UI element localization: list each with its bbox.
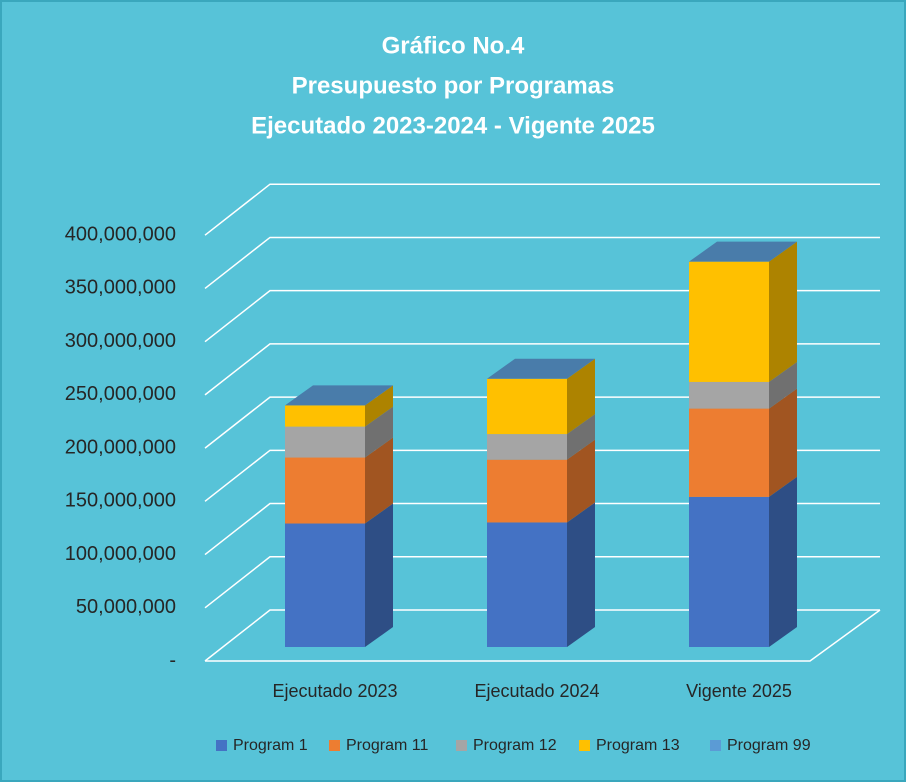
floor — [205, 609, 881, 662]
legend-label: Program 99 — [727, 737, 811, 754]
bar — [285, 405, 365, 427]
grid-line — [204, 502, 880, 556]
bar-top — [285, 385, 393, 406]
chart-title: Gráfico No.4 — [382, 32, 525, 59]
bar — [487, 434, 567, 460]
legend-label: Program 1 — [233, 737, 308, 754]
y-tick-label: 100,000,000 — [65, 543, 176, 565]
bar — [285, 426, 365, 458]
bar — [285, 523, 365, 647]
legend-swatch — [456, 740, 467, 751]
x-tick-label: Vigente 2025 — [686, 681, 792, 701]
bar-side — [365, 437, 393, 524]
y-tick-label: - — [169, 649, 176, 671]
bar — [689, 496, 769, 647]
y-tick-label: 250,000,000 — [65, 383, 176, 405]
bar — [689, 408, 769, 497]
bar — [285, 457, 365, 524]
bar-top — [689, 241, 797, 262]
legend-label: Program 12 — [473, 737, 557, 754]
y-tick-label: 150,000,000 — [65, 490, 176, 512]
bar-side — [769, 388, 797, 497]
y-tick-label: 50,000,000 — [76, 596, 176, 618]
y-tick-label: 300,000,000 — [65, 330, 176, 352]
bar-side — [769, 361, 797, 409]
x-tick-label: Ejecutado 2024 — [474, 681, 599, 701]
bar-side — [365, 385, 393, 427]
legend-swatch — [579, 740, 590, 751]
grid-line — [204, 289, 880, 343]
bar-side — [567, 439, 595, 523]
y-tick-label: 200,000,000 — [65, 436, 176, 458]
bar — [487, 522, 567, 647]
bar-side — [567, 502, 595, 647]
bar — [689, 261, 769, 382]
bar — [487, 378, 567, 435]
chart-title: Presupuesto por Programas — [292, 72, 615, 99]
y-tick-label: 400,000,000 — [65, 224, 176, 246]
y-tick-label: 350,000,000 — [65, 277, 176, 299]
chart-title: Ejecutado 2023-2024 - Vigente 2025 — [251, 112, 655, 139]
grid-line — [204, 396, 880, 449]
grid-line — [204, 343, 880, 396]
bar-side — [365, 503, 393, 647]
bar — [689, 381, 769, 409]
legend-label: Program 13 — [596, 737, 680, 754]
bar-side — [769, 241, 797, 382]
bar-side — [365, 406, 393, 458]
grid-line — [204, 556, 880, 609]
legend-swatch — [329, 740, 340, 751]
legend-swatch — [710, 740, 721, 751]
grid-line — [204, 449, 880, 502]
bar — [487, 459, 567, 523]
grid-line — [204, 236, 880, 290]
bar-top — [487, 358, 595, 379]
x-tick-label: Ejecutado 2023 — [272, 681, 397, 701]
grid-line — [204, 183, 880, 236]
legend-swatch — [216, 740, 227, 751]
bar-side — [567, 358, 595, 435]
legend-label: Program 11 — [346, 737, 429, 754]
bar-side — [769, 476, 797, 647]
grid-line — [204, 609, 880, 662]
bar-side — [567, 414, 595, 460]
